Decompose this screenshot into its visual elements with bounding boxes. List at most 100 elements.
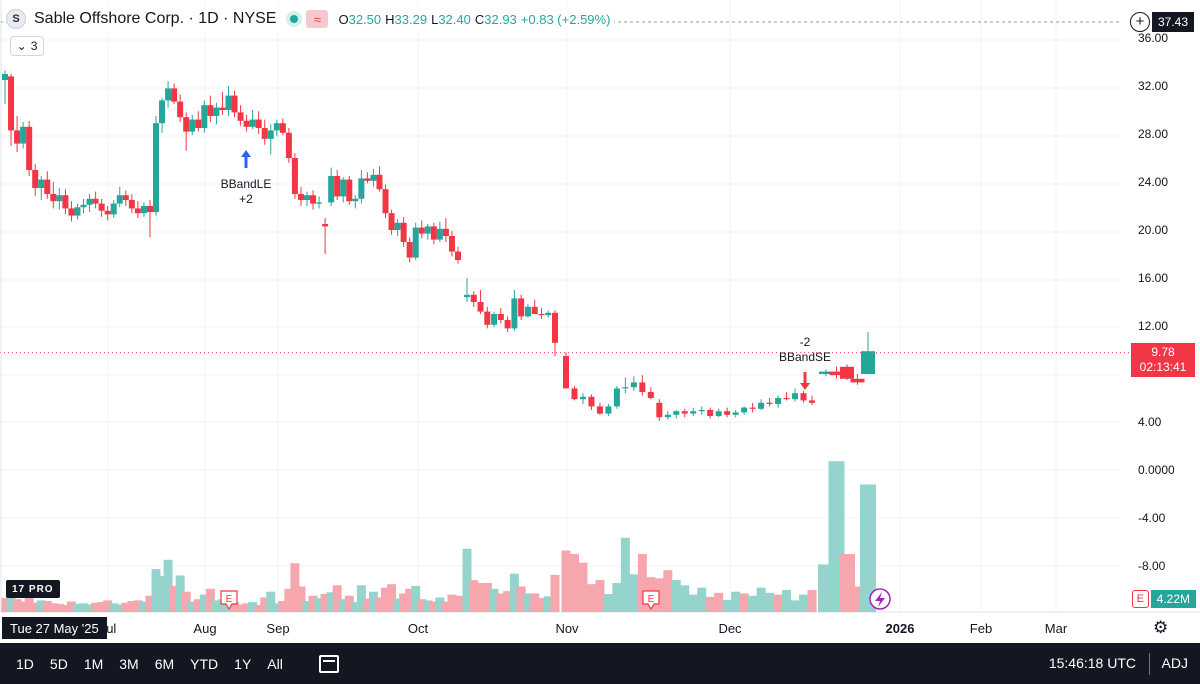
candle-body[interactable] — [153, 123, 159, 212]
range-5d-button[interactable]: 5D — [49, 655, 68, 672]
candle-body[interactable] — [92, 198, 99, 204]
candle-body[interactable] — [165, 88, 172, 101]
range-1y-button[interactable]: 1Y — [234, 655, 252, 672]
candle-body[interactable] — [382, 189, 389, 214]
candle-body[interactable] — [297, 194, 304, 200]
candle-body[interactable] — [783, 398, 790, 400]
date-range-icon[interactable] — [318, 654, 339, 673]
candle-body[interactable] — [231, 95, 238, 113]
candle-body[interactable] — [358, 178, 365, 199]
candle-body[interactable] — [673, 411, 680, 415]
candle-body[interactable] — [116, 195, 123, 204]
candle-body[interactable] — [243, 120, 250, 127]
clock-time[interactable]: 15:46:18 UTC — [1048, 655, 1136, 671]
range-all-button[interactable]: All — [267, 655, 283, 672]
candle-body[interactable] — [690, 411, 697, 414]
candle-body[interactable] — [364, 178, 371, 181]
candle-body[interactable] — [545, 312, 552, 316]
candle-body[interactable] — [68, 208, 75, 216]
candle-body[interactable] — [219, 107, 226, 110]
candle-body[interactable] — [134, 208, 141, 214]
candle-body[interactable] — [225, 95, 232, 110]
candle-body[interactable] — [213, 107, 220, 116]
candle-body[interactable] — [50, 194, 57, 202]
candle-body[interactable] — [563, 356, 569, 389]
market-status-icon[interactable] — [286, 11, 303, 27]
candle-body[interactable] — [352, 198, 359, 202]
candle-body[interactable] — [249, 119, 256, 127]
candle-body[interactable] — [310, 195, 317, 204]
candle-body[interactable] — [406, 242, 413, 258]
candle-body[interactable] — [809, 400, 815, 403]
candle-body[interactable] — [571, 388, 578, 400]
candle-body[interactable] — [588, 396, 595, 407]
candle-body[interactable] — [38, 179, 45, 188]
candle-body[interactable] — [538, 314, 545, 316]
candle-body[interactable] — [189, 119, 196, 132]
candle-body[interactable] — [80, 204, 87, 208]
candle-body[interactable] — [418, 227, 425, 234]
range-3m-button[interactable]: 3M — [119, 655, 139, 672]
earnings-marker-icon[interactable] — [220, 590, 238, 611]
candle-body[interactable] — [394, 222, 401, 230]
earnings-marker-icon[interactable] — [642, 590, 660, 611]
candle-body[interactable] — [766, 402, 773, 404]
candle-body[interactable] — [664, 414, 671, 418]
candle-body[interactable] — [552, 312, 558, 343]
candle-body[interactable] — [464, 294, 470, 298]
candle-body[interactable] — [455, 251, 461, 260]
candle-body[interactable] — [732, 412, 739, 415]
candle-body[interactable] — [340, 179, 347, 197]
candle-body[interactable] — [237, 112, 244, 121]
candle-body[interactable] — [400, 222, 407, 242]
candle-body[interactable] — [32, 170, 39, 188]
candle-body[interactable] — [412, 227, 419, 258]
tradingview-logo[interactable]: 17 PRO — [6, 580, 60, 598]
range-6m-button[interactable]: 6M — [154, 655, 175, 672]
candle-body[interactable] — [86, 198, 93, 205]
candle-body[interactable] — [579, 396, 586, 400]
candle-body[interactable] — [328, 176, 335, 203]
candle-body[interactable] — [8, 76, 15, 131]
candle-body[interactable] — [74, 207, 81, 216]
candle-body[interactable] — [698, 410, 705, 412]
chart-canvas[interactable]: 36.00 32.00 28.00 24.00 20.00 16.00 12.00 4.00 0… — [0, 0, 1200, 643]
candle-body[interactable] — [647, 392, 654, 398]
earnings-icon[interactable]: E — [1132, 590, 1149, 608]
candle-body[interactable] — [424, 226, 431, 234]
range-ytd-button[interactable]: YTD — [190, 655, 219, 672]
candle-body[interactable] — [285, 132, 292, 158]
candle-body[interactable] — [346, 179, 353, 202]
candle-body[interactable] — [775, 398, 782, 404]
candle-body[interactable] — [26, 126, 33, 170]
range-1m-button[interactable]: 1M — [83, 655, 104, 672]
candle-body[interactable] — [291, 158, 298, 194]
candle-body[interactable] — [656, 402, 663, 418]
candle-body[interactable] — [273, 123, 280, 131]
candle-body[interactable] — [201, 105, 208, 128]
candle-body[interactable] — [448, 236, 455, 252]
candle-body[interactable] — [605, 406, 612, 414]
add-plus-icon[interactable]: + — [1129, 12, 1150, 32]
candle-body[interactable] — [724, 411, 731, 415]
candle-body[interactable] — [56, 195, 63, 202]
candle-body[interactable] — [430, 226, 437, 240]
candle-body[interactable] — [146, 206, 153, 212]
candle-body[interactable] — [622, 387, 629, 389]
candle-body[interactable] — [334, 176, 341, 197]
candle-body[interactable] — [110, 203, 117, 215]
candle-body[interactable] — [140, 206, 147, 214]
symbol-title[interactable]: Sable Offshore Corp. · 1D · NYSE — [34, 10, 277, 27]
candle-body[interactable] — [159, 100, 166, 124]
candle-body[interactable] — [596, 406, 603, 414]
candle-body[interactable] — [322, 224, 329, 227]
candle-body[interactable] — [792, 393, 799, 400]
candle-body[interactable] — [104, 210, 111, 215]
candle-body[interactable] — [511, 298, 518, 329]
candle-body[interactable] — [613, 388, 620, 407]
candle-body[interactable] — [44, 179, 51, 194]
candle-body[interactable] — [261, 128, 268, 139]
candle-body[interactable] — [267, 130, 274, 139]
candle-body[interactable] — [484, 311, 491, 325]
candle-body[interactable] — [2, 74, 8, 80]
